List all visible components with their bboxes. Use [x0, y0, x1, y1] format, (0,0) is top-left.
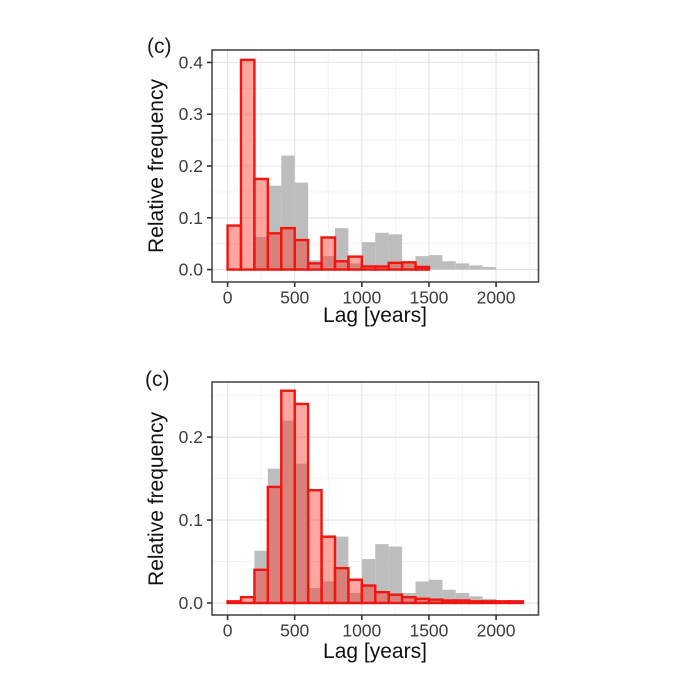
gray-histogram-bar — [321, 581, 335, 603]
red-histogram-bar — [266, 232, 283, 271]
red-histogram-bar — [360, 265, 377, 271]
gray-histogram-bar — [254, 236, 268, 270]
y-tick-label: 0.2 — [179, 427, 203, 447]
red-histogram-bar — [293, 238, 310, 271]
red-histogram-bar — [266, 485, 283, 605]
gray-histogram-bar — [334, 536, 349, 603]
y-tick-label: 0.4 — [179, 52, 204, 72]
x-tick-label: 1500 — [409, 621, 448, 641]
x-tick-label: 2000 — [477, 288, 516, 308]
red-histogram-bar — [400, 261, 417, 271]
gray-histogram-bar — [361, 559, 376, 603]
red-histogram-bar — [239, 58, 256, 271]
gray-histogram-bar — [294, 463, 309, 603]
gray-histogram-bar — [415, 581, 429, 603]
x-tick-label: 0 — [223, 621, 233, 641]
gray-histogram-bar — [281, 420, 295, 603]
red-histogram-bar — [454, 599, 471, 605]
gray-histogram-bar — [375, 232, 389, 270]
panel-label-top: (c) — [147, 35, 172, 58]
gray-histogram-bar — [361, 242, 376, 270]
red-histogram-bar — [360, 584, 377, 605]
y-tick-label: 0.2 — [179, 156, 203, 176]
red-histogram-bar — [374, 590, 390, 605]
panel-border — [211, 381, 540, 616]
red-histogram-bar — [280, 389, 296, 605]
y-tick-label: 0.0 — [179, 260, 204, 280]
red-histogram-bar — [333, 260, 350, 271]
gray-histogram-bar — [442, 261, 456, 270]
gray-histogram-bar — [308, 260, 322, 270]
red-histogram-bar — [306, 489, 323, 605]
panel-label-bottom: (c) — [145, 368, 170, 391]
gray-histogram-bar — [375, 544, 389, 603]
red-histogram-bar — [347, 578, 364, 605]
gray-histogram-bar — [455, 593, 470, 603]
red-histogram-bar — [508, 600, 525, 605]
x-axis-title-bottom: Lag [years] — [323, 640, 427, 663]
red-histogram-bar — [400, 595, 417, 605]
gray-histogram-bar — [308, 588, 322, 603]
red-histogram-bar — [280, 226, 296, 271]
red-histogram-bar — [253, 177, 270, 271]
red-histogram-bar — [239, 595, 256, 605]
red-histogram-bar — [441, 599, 458, 605]
gray-histogram-bar — [267, 468, 282, 603]
red-histogram-bar — [293, 402, 310, 605]
gray-histogram-bar — [281, 155, 295, 270]
gray-histogram-bar — [469, 265, 483, 270]
y-tick-label: 0.1 — [179, 208, 203, 228]
gray-histogram-bar — [321, 256, 335, 270]
x-tick-label: 0 — [223, 288, 233, 308]
gray-histogram-bar — [469, 596, 483, 603]
gray-histogram-bar — [348, 263, 362, 270]
y-tick-label: 0.1 — [179, 510, 203, 530]
gray-histogram-bar — [334, 228, 349, 270]
red-histogram-bar — [306, 262, 323, 271]
x-tick-label: 500 — [280, 288, 309, 308]
x-tick-label: 2000 — [477, 621, 516, 641]
red-histogram-bar — [427, 598, 444, 605]
gray-histogram-bar — [388, 234, 403, 270]
gray-histogram-bar — [388, 546, 403, 603]
red-histogram-bar — [320, 535, 337, 605]
gray-histogram-bar — [348, 593, 362, 603]
red-histogram-bar — [374, 265, 390, 271]
red-histogram-bar — [481, 600, 498, 605]
gray-histogram-bar — [482, 266, 497, 270]
y-axis-title-bottom: Relative frequency — [145, 412, 168, 586]
red-histogram-bar — [387, 261, 404, 271]
red-histogram-bar — [253, 568, 270, 605]
red-histogram-bar — [414, 597, 431, 605]
gray-histogram-bar — [402, 263, 416, 270]
red-histogram-bar — [320, 236, 337, 271]
red-histogram-bar — [468, 600, 484, 605]
gray-histogram-bar — [455, 263, 470, 270]
gray-histogram-bar — [428, 255, 443, 270]
red-histogram-bar — [226, 600, 243, 605]
red-histogram-bar — [494, 600, 511, 605]
x-tick-label: 1000 — [342, 288, 381, 308]
red-histogram-bar — [414, 265, 431, 271]
x-axis-title-top: Lag [years] — [323, 304, 427, 327]
gray-histogram-bar — [428, 579, 443, 603]
gray-histogram-bar — [254, 550, 268, 603]
gray-histogram-bar — [267, 185, 282, 270]
x-tick-label: 1000 — [342, 621, 381, 641]
x-tick-label: 1500 — [409, 288, 448, 308]
red-histogram-bar — [347, 255, 364, 271]
red-histogram-bar — [226, 224, 243, 271]
gray-histogram-bar — [294, 182, 309, 270]
red-histogram-bar — [387, 593, 404, 605]
y-axis-title-top: Relative frequency — [145, 79, 168, 253]
y-tick-label: 0.0 — [179, 593, 204, 613]
red-histogram-bar — [333, 566, 350, 605]
x-tick-label: 500 — [280, 621, 309, 641]
y-tick-label: 0.3 — [179, 104, 203, 124]
